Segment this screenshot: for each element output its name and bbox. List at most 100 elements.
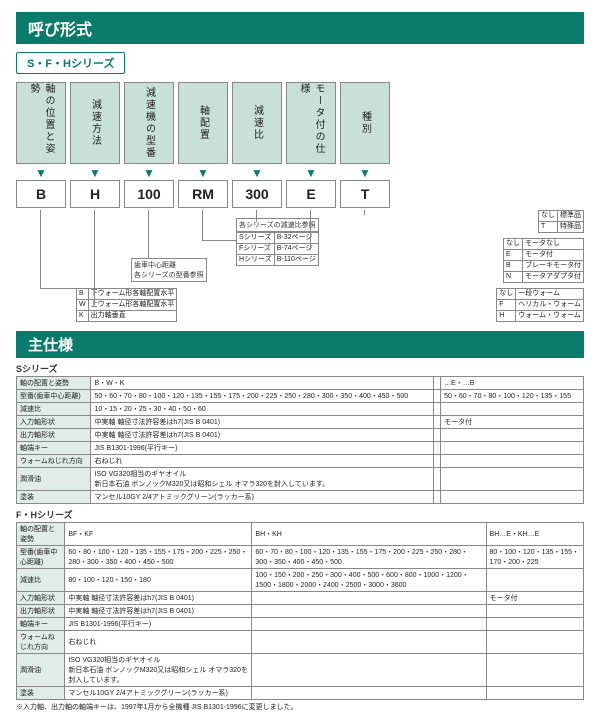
- spec-cell: JIS B1301-1996(平行キー): [65, 618, 252, 631]
- legend-area: なし標準品 T特殊品 なしモータなし Eモータ付 Bブレーキモータ付 Nモータア…: [16, 210, 584, 325]
- code-4: 300: [232, 180, 282, 208]
- connector-line: [148, 210, 149, 258]
- spec-cell: ISO VG320相当のギヤオイル 新日本石油 ボンノックM320又は昭和シェル…: [65, 654, 252, 687]
- spec-cell: 60・70・80・100・120・135・155・175・200・225・250…: [252, 546, 486, 569]
- spec-cell: 塗装: [17, 687, 65, 700]
- spec-cell: [486, 631, 583, 654]
- spec-cell: [433, 491, 440, 504]
- code-1: H: [70, 180, 120, 208]
- spec-cell: 型番(歯車中心距離): [17, 546, 65, 569]
- page: 呼び形式 S・F・Hシリーズ 軸の位置と姿勢 減速方法 減速機の型番 軸配置 減…: [0, 0, 600, 724]
- spec-cell: [441, 468, 584, 491]
- title-spec: 主仕様: [16, 331, 584, 358]
- legend-type: なし標準品 T特殊品: [538, 210, 584, 233]
- spec-cell: [252, 618, 486, 631]
- spec-cell: 潤滑油: [17, 468, 91, 491]
- spec-cell: 中実軸 軸径寸法許容差はh7(JIS B 0401): [91, 429, 433, 442]
- column-headers: 軸の位置と姿勢 減速方法 減速機の型番 軸配置 減速比 モータ付の仕様 種別: [16, 82, 584, 164]
- spec-cell: [441, 442, 584, 455]
- legend-motor: なしモータなし Eモータ付 Bブレーキモータ付 Nモータアダプタ付: [503, 238, 584, 283]
- code-6: T: [340, 180, 390, 208]
- connector-line: [40, 210, 41, 288]
- spec-cell: 軸端キー: [17, 442, 91, 455]
- arrow-icon: ▼: [70, 166, 120, 180]
- spec-cell: 右ねじれ: [91, 455, 433, 468]
- connector-line: [256, 210, 257, 222]
- spec-cell: 出力軸形状: [17, 429, 91, 442]
- spec-cell: 軸の配置と姿勢: [17, 377, 91, 390]
- spec-cell: …E・…B: [441, 377, 584, 390]
- spec-cell: [433, 455, 440, 468]
- connector-line: [202, 240, 236, 241]
- series-badge: S・F・Hシリーズ: [16, 52, 125, 74]
- legend-worm: なし一段ウォーム Fヘリカル・ウォーム Hウォーム・ウォーム: [496, 288, 584, 322]
- spec-cell: [433, 442, 440, 455]
- spec-cell: [486, 569, 583, 592]
- spec-cell: [486, 654, 583, 687]
- spec-cell: [433, 429, 440, 442]
- spec-cell: 入力軸形状: [17, 416, 91, 429]
- legend-series: SシリーズB-32ページ FシリーズB-74ページ HシリーズB-110ページ: [236, 232, 319, 266]
- spec-cell: 中実軸 軸径寸法許容差はh7(JIS B 0401): [91, 416, 433, 429]
- spec-cell: [252, 605, 486, 618]
- connector-line: [202, 210, 203, 240]
- spec-cell: ウォームねじれ方向: [17, 455, 91, 468]
- hdr-5: モータ付の仕様: [286, 82, 336, 164]
- arrow-icon: ▼: [16, 166, 66, 180]
- code-0: B: [16, 180, 66, 208]
- code-5: E: [286, 180, 336, 208]
- spec-cell: [252, 631, 486, 654]
- spec-cell: BH・KH: [252, 523, 486, 546]
- spec-cell: [441, 491, 584, 504]
- spec-cell: ウォームねじれ方向: [17, 631, 65, 654]
- spec-cell: [441, 455, 584, 468]
- spec-cell: [433, 390, 440, 403]
- note-model: 歯車中心距離 各シリーズの型番参照: [131, 258, 207, 282]
- spec-cell: BH…E・KH…E: [486, 523, 583, 546]
- spec-cell: 50・60・70・80・100・120・135・155・175・200・225・…: [91, 390, 433, 403]
- arrow-row: ▼▼▼▼▼▼▼: [16, 166, 584, 180]
- spec-cell: 軸の配置と姿勢: [17, 523, 65, 546]
- spec-cell: 80・100・120・135・155・170・200・225: [486, 546, 583, 569]
- hdr-6: 種別: [340, 82, 390, 164]
- spec-cell: JIS B1301-1996(平行キー): [91, 442, 433, 455]
- spec-cell: 右ねじれ: [65, 631, 252, 654]
- title-naming: 呼び形式: [16, 12, 584, 44]
- hdr-4: 減速比: [232, 82, 282, 164]
- spec-cell: [433, 377, 440, 390]
- arrow-icon: ▼: [340, 166, 390, 180]
- connector-line: [94, 210, 95, 305]
- code-3: RM: [178, 180, 228, 208]
- hdr-1: 減速方法: [70, 82, 120, 164]
- code-2: 100: [124, 180, 174, 208]
- spec-cell: [441, 403, 584, 416]
- spec-cell: 中実軸 軸径寸法許容差はh7(JIS B 0401): [65, 605, 252, 618]
- spec-cell: 100・150・200・250・300・400・500・600・800・1000…: [252, 569, 486, 592]
- spec-cell: 中実軸 軸径寸法許容差はh7(JIS B 0401): [65, 592, 252, 605]
- spec-cell: ISO VG320相当のギヤオイル 新日本石油 ボンノックM320又は昭和シェル…: [91, 468, 433, 491]
- hdr-0: 軸の位置と姿勢: [16, 82, 66, 164]
- spec-cell: 出力軸形状: [17, 605, 65, 618]
- spec-cell: [433, 403, 440, 416]
- arrow-icon: ▼: [178, 166, 228, 180]
- legend-pos: B下ウォーム形各軸配置水平 W上ウォーム形各軸配置水平 K出力軸垂直: [76, 288, 177, 322]
- hdr-3: 軸配置: [178, 82, 228, 164]
- spec-cell: [486, 605, 583, 618]
- note-ratio: 各シリーズの減速比参照: [236, 218, 319, 232]
- spec-cell: 軸端キー: [17, 618, 65, 631]
- spec-cell: [486, 618, 583, 631]
- spec-cell: マンセル10GY 2/4アトミックグリーン(ラッカー系): [91, 491, 433, 504]
- spec-cell: [486, 687, 583, 700]
- spec-cell: 潤滑油: [17, 654, 65, 687]
- s-series-label: Sシリーズ: [16, 362, 584, 375]
- spec-cell: モータ付: [441, 416, 584, 429]
- spec-cell: 50・60・70・80・100・120・135・155: [441, 390, 584, 403]
- spec-cell: [252, 687, 486, 700]
- spec-cell: [252, 654, 486, 687]
- spec-cell: マンセル10GY 2/4アトミックグリーン(ラッカー系): [65, 687, 252, 700]
- spec-cell: モータ付: [486, 592, 583, 605]
- spec-cell: [252, 592, 486, 605]
- spec-cell: BF・KF: [65, 523, 252, 546]
- s-series-table: 軸の配置と姿勢B・W・K…E・…B型番(歯車中心距離)50・60・70・80・1…: [16, 376, 584, 504]
- spec-cell: 入力軸形状: [17, 592, 65, 605]
